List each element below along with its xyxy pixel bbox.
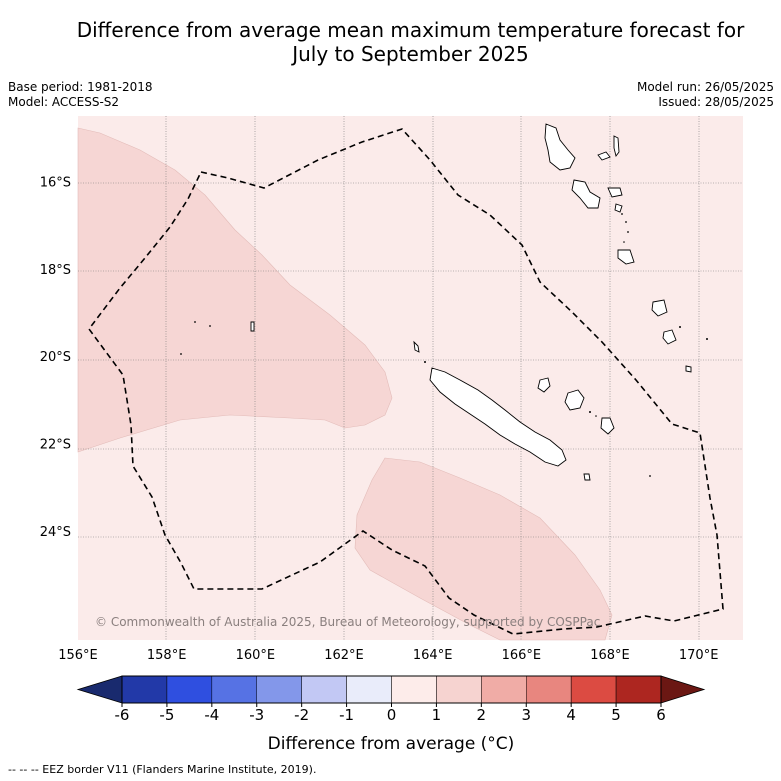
colorbar-tick-label: 6 bbox=[656, 706, 666, 724]
vanuatu-ambae bbox=[597, 151, 611, 161]
model-run: Model run: 26/05/2025 bbox=[636, 80, 774, 94]
vanuatu-erromango bbox=[651, 299, 668, 317]
loyalty-islands-lifou bbox=[564, 389, 585, 411]
colorbar-segment bbox=[481, 675, 527, 704]
vanuatu-maewo bbox=[613, 135, 620, 158]
copyright-text: © Commonwealth of Australia 2025, Bureau… bbox=[95, 615, 600, 629]
lon-tick-label: 158°E bbox=[147, 648, 187, 663]
lon-tick-label: 166°E bbox=[502, 648, 542, 663]
colorbar-segment bbox=[436, 675, 482, 704]
colorbar-segment bbox=[166, 675, 213, 704]
colorbar-tick-label: 1 bbox=[432, 706, 442, 724]
lat-tick-label: 18°S bbox=[40, 263, 71, 278]
colorbar-segment bbox=[526, 675, 572, 704]
colorbar-tick-label: 0 bbox=[387, 706, 397, 724]
colorbar-tick-label: -2 bbox=[294, 706, 309, 724]
colorbar-title: Difference from average (°C) bbox=[268, 734, 515, 754]
lat-tick-label: 16°S bbox=[40, 176, 71, 191]
colorbar-tick-label: -1 bbox=[339, 706, 354, 724]
loyalty-islands-ouvea bbox=[537, 377, 551, 393]
meta-right: Model run: 26/05/2025 Issued: 28/05/2025 bbox=[637, 80, 774, 110]
colorbar-tick-label: 2 bbox=[477, 706, 487, 724]
vanuatu-espiritu-santo bbox=[544, 123, 576, 171]
vanuatu-efate bbox=[617, 249, 635, 265]
longitude-labels: 156°E 158°E 160°E 162°E 164°E 166°E 168°E 170°E bbox=[58, 648, 718, 663]
issued-date: Issued: 28/05/2025 bbox=[658, 95, 774, 109]
title-line-1: Difference from average mean maximum tem… bbox=[76, 18, 745, 42]
vanuatu-tanna bbox=[662, 329, 677, 345]
title-line-2: July to September 2025 bbox=[292, 42, 529, 66]
colorbar-segment bbox=[570, 675, 617, 704]
eez-legend-note: -- -- -- EEZ border V11 (Flanders Marine… bbox=[8, 763, 317, 776]
latitude-labels: 16°S 18°S 20°S 22°S 24°S bbox=[40, 176, 71, 540]
new-caledonia-grande-terre bbox=[429, 367, 567, 467]
belep-islands bbox=[413, 340, 420, 353]
colorbar-tick-label: 3 bbox=[521, 706, 531, 724]
small-islets bbox=[180, 213, 708, 477]
lat-tick-label: 22°S bbox=[40, 438, 71, 453]
colorbar-segment bbox=[256, 675, 302, 704]
vanuatu-ambrym bbox=[607, 187, 623, 198]
lon-tick-label: 160°E bbox=[236, 648, 276, 663]
colorbar: -6 -5 -4 -3 -2 -1 0 1 2 3 4 5 6 bbox=[76, 675, 706, 724]
colorbar-segment bbox=[211, 675, 257, 704]
grid-lines bbox=[78, 116, 743, 640]
colorbar-tick-label: -5 bbox=[159, 706, 174, 724]
vanuatu-epi bbox=[614, 203, 623, 213]
base-period: Base period: 1981-2018 bbox=[8, 80, 153, 94]
lon-tick-label: 156°E bbox=[58, 648, 98, 663]
colorbar-extend-low bbox=[76, 675, 123, 704]
colorbar-tick-label: -6 bbox=[115, 706, 130, 724]
lat-tick-label: 24°S bbox=[40, 525, 71, 540]
lon-tick-label: 170°E bbox=[679, 648, 719, 663]
anomaly-region-west bbox=[77, 127, 393, 453]
model-name: Model: ACCESS-S2 bbox=[8, 95, 120, 109]
colorbar-segment bbox=[615, 675, 662, 704]
page-title: Difference from average mean maximum tem… bbox=[0, 18, 781, 66]
colorbar-tick-label: -4 bbox=[204, 706, 219, 724]
lon-tick-label: 168°E bbox=[590, 648, 630, 663]
lon-tick-label: 164°E bbox=[413, 648, 453, 663]
chesterfield-islet bbox=[250, 321, 255, 332]
vanuatu-aneityum bbox=[685, 365, 692, 373]
isle-of-pines bbox=[583, 473, 591, 481]
colorbar-tick-label: -3 bbox=[249, 706, 264, 724]
lon-tick-label: 162°E bbox=[324, 648, 364, 663]
meta-left: Base period: 1981-2018 Model: ACCESS-S2 bbox=[8, 80, 153, 110]
colorbar-tick-label: 5 bbox=[611, 706, 621, 724]
loyalty-islands-mare bbox=[600, 417, 615, 435]
colorbar-segment bbox=[346, 675, 392, 704]
lat-tick-label: 20°S bbox=[40, 350, 71, 365]
eez-border bbox=[88, 128, 724, 635]
colorbar-extend-high bbox=[660, 675, 706, 704]
colorbar-tick-label: 4 bbox=[566, 706, 576, 724]
colorbar-segment bbox=[301, 675, 347, 704]
vanuatu-malekula bbox=[571, 179, 601, 209]
coastlines bbox=[250, 123, 692, 481]
colorbar-segment bbox=[391, 675, 437, 704]
colorbar-segment bbox=[121, 675, 168, 704]
